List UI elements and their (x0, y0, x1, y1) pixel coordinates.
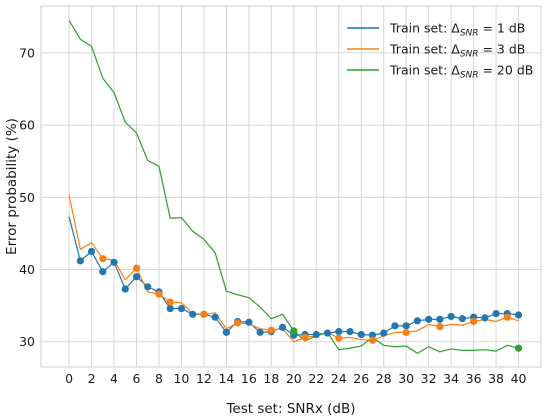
grid-lines (41, 6, 541, 367)
series-3-point (290, 327, 298, 335)
plot-frame (40, 5, 542, 368)
x-tick-label: 40 (511, 371, 527, 386)
x-tick-label: 30 (398, 371, 414, 386)
series-1-point (436, 315, 444, 323)
x-tick-label: 12 (196, 371, 212, 386)
x-tick-label: 20 (286, 371, 302, 386)
series-1-point (278, 323, 287, 331)
series-2-point (368, 336, 377, 344)
legend-label-2: Train set: ΔSNR = 3 dB (389, 42, 525, 60)
x-tick-label: 4 (110, 371, 118, 386)
x-tick-label: 6 (133, 371, 141, 386)
legend-label-3: Train set: ΔSNR = 20 dB (389, 63, 533, 81)
series-1-point (121, 285, 129, 293)
series-3-point (514, 344, 523, 352)
x-axis-label: Test set: SNRx (dB) (225, 401, 355, 417)
legend-label-1: Train set: ΔSNR = 1 dB (389, 21, 525, 39)
series-2-line (68, 195, 519, 343)
x-tick-label: 10 (173, 371, 189, 386)
series-1-point (222, 328, 230, 336)
x-tick-label: 28 (376, 371, 392, 386)
series-1-point (211, 313, 219, 321)
series-1-point (335, 328, 343, 336)
y-tick-label: 40 (19, 262, 35, 277)
y-tick-label: 60 (19, 118, 35, 133)
x-tick-label: 26 (353, 371, 369, 386)
series-1-point (458, 315, 466, 323)
series-2-point (166, 298, 174, 306)
series-2-point (436, 322, 444, 331)
series-1-point (447, 312, 455, 321)
x-tick-label: 8 (155, 371, 163, 386)
series-2-point (155, 290, 163, 298)
x-tick-label: 2 (88, 371, 96, 386)
legend: Train set: ΔSNR = 1 dB Train set: ΔSNR = … (347, 21, 533, 81)
series-1-point (144, 283, 152, 291)
series-1-point (166, 304, 174, 313)
series-2-point (402, 328, 410, 336)
series-1-point (346, 328, 354, 336)
series-1-point (245, 318, 253, 326)
series-3-markers (290, 327, 523, 352)
series-1-point (256, 328, 264, 336)
series-1-point (323, 329, 332, 337)
series-1-point (110, 258, 118, 266)
series-layer (68, 20, 523, 354)
x-tick-labels: 0 2 4 6 8 10 12 14 16 18 20 22 24 26 28 30 32 34 36 38 40 (65, 371, 526, 386)
x-tick-label: 34 (443, 371, 459, 386)
x-tick-label: 0 (65, 371, 73, 386)
series-1-point (402, 322, 410, 330)
series-1-point (189, 310, 197, 318)
x-tick-label: 24 (331, 371, 347, 386)
y-tick-label: 50 (19, 190, 35, 205)
x-tick-label: 14 (218, 371, 234, 386)
y-tick-label: 70 (19, 45, 35, 60)
series-2-point (267, 326, 275, 334)
x-tick-label: 36 (466, 371, 482, 386)
series-2-point (335, 334, 343, 342)
series-1-point (177, 304, 186, 313)
series-2-point (301, 333, 309, 341)
series-2-point (132, 264, 141, 272)
x-tick-label: 38 (488, 371, 504, 386)
series-1-point (357, 330, 365, 339)
series-1-point (99, 268, 107, 276)
series-1-point (76, 257, 84, 265)
x-tick-label: 22 (308, 371, 324, 386)
series-2-point (469, 317, 478, 326)
series-1-point (514, 311, 523, 319)
series-2 (68, 195, 519, 343)
series-1-point (481, 314, 489, 322)
series-2-point (200, 310, 208, 318)
x-tick-label: 32 (421, 371, 437, 386)
series-2-point (99, 255, 107, 263)
series-1-markers (76, 247, 523, 339)
series-1-point (425, 315, 433, 323)
series-1-point (87, 247, 96, 256)
series-1-point (132, 273, 141, 281)
x-tick-label: 18 (263, 371, 279, 386)
series-1-point (492, 309, 500, 318)
y-tick-labels: 30 40 50 60 70 (19, 45, 35, 349)
series-1-point (368, 331, 377, 339)
y-tick-label: 30 (19, 334, 35, 349)
series-1-point (391, 322, 399, 330)
series-2-point (503, 313, 511, 321)
series-1-point (413, 317, 422, 325)
y-axis-label: Error probability (%) (4, 118, 20, 255)
x-tick-label: 16 (241, 371, 257, 386)
series-1-point (312, 330, 320, 339)
series-1-point (380, 329, 388, 337)
series-2-point (234, 319, 242, 327)
series-2-markers (99, 255, 511, 344)
